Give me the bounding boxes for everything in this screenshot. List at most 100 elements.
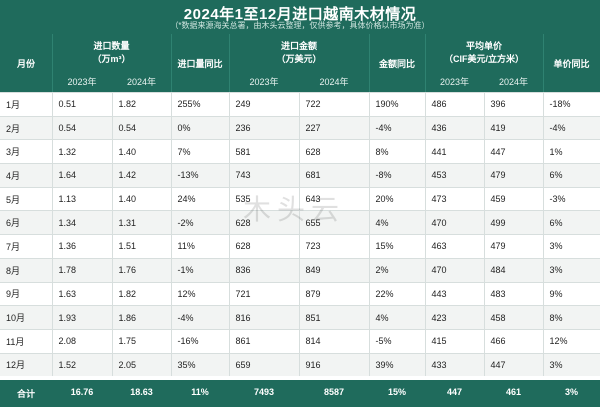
cell-qty-yoy: 35% — [170, 352, 229, 377]
table-row: 12月 1.52 2.05 35% 659 916 39% 433 447 3% — [0, 352, 600, 377]
header-qty-unit: （万m³） — [92, 54, 131, 64]
cell-amt-2024: 814 — [298, 328, 369, 354]
cell-amt-2023: 659 — [228, 352, 299, 377]
cell-price-yoy: 3% — [542, 234, 600, 259]
cell-month: 12月 — [0, 352, 52, 377]
cell-amt-2024: 723 — [298, 234, 369, 259]
cell-qty-yoy: -1% — [170, 257, 229, 282]
cell-price-2023: 415 — [424, 328, 484, 354]
cell-amt-2024: 916 — [298, 352, 369, 377]
total-label: 合计 — [16, 389, 35, 399]
cell-price-2023: 463 — [424, 234, 484, 259]
cell-amt-yoy: -5% — [368, 328, 425, 354]
table-header — [0, 34, 600, 92]
total-qty-2024: 18.63 — [130, 387, 153, 397]
header-qty-2023: 2023年 — [67, 77, 97, 87]
cell-price-2024: 459 — [483, 186, 543, 211]
cell-amt-yoy: 190% — [368, 92, 425, 117]
cell-amt-yoy: 22% — [368, 281, 425, 306]
total-qty-2023: 16.76 — [70, 387, 94, 397]
cell-price-yoy: 12% — [542, 328, 600, 354]
table-row: 2月 0.54 0.54 0% 236 227 -4% 436 419 -4% — [0, 115, 600, 140]
watermark-text: 木头云 — [243, 194, 346, 225]
cell-price-2024: 484 — [483, 257, 543, 282]
cell-amt-2023: 836 — [228, 257, 299, 282]
table-row: 10月 1.93 1.86 -4% 816 851 4% 423 458 8% — [0, 305, 600, 330]
cell-qty-2024: 1.42 — [111, 163, 171, 188]
cell-qty-2023: 1.93 — [51, 305, 112, 330]
cell-price-yoy: -18% — [542, 92, 600, 117]
cell-qty-2024: 2.05 — [111, 352, 171, 377]
cell-qty-2024: 1.75 — [111, 328, 171, 354]
total-qty-yoy: 11% — [191, 387, 209, 397]
cell-amt-2023: 721 — [228, 281, 299, 306]
table-row: 7月 1.36 1.51 11% 628 723 15% 463 479 3% — [0, 234, 600, 259]
cell-price-2024: 396 — [483, 92, 543, 117]
cell-amt-2024: 722 — [298, 92, 369, 117]
cell-price-2024: 419 — [483, 115, 543, 140]
cell-amt-2024: 655 — [298, 210, 369, 235]
cell-qty-yoy: 255% — [170, 92, 229, 117]
cell-qty-yoy: 24% — [170, 186, 229, 211]
header-amt-title: 进口金额 — [280, 41, 317, 51]
total-price-2024: 461 — [505, 387, 522, 397]
cell-amt-yoy: 4% — [368, 305, 425, 330]
cell-qty-yoy: 7% — [170, 139, 229, 164]
cell-qty-2024: 1.76 — [111, 257, 171, 282]
cell-qty-2023: 0.51 — [51, 92, 112, 117]
cell-amt-yoy: 8% — [368, 139, 425, 164]
cell-month: 3月 — [0, 139, 52, 164]
total-price-yoy: 3% — [564, 387, 578, 397]
cell-qty-2023: 1.13 — [51, 186, 112, 211]
cell-qty-yoy: 11% — [170, 234, 229, 259]
cell-price-yoy: -3% — [542, 186, 600, 211]
cell-qty-2024: 1.82 — [111, 281, 171, 306]
cell-qty-yoy: -16% — [170, 328, 229, 354]
cell-price-yoy: 1% — [542, 139, 600, 164]
cell-month: 7月 — [0, 234, 52, 259]
header-price-title: 平均单价 — [465, 41, 502, 51]
cell-price-2023: 453 — [424, 163, 484, 188]
header-month: 月份 — [16, 59, 35, 69]
cell-qty-2023: 1.32 — [51, 139, 112, 164]
cell-amt-yoy: 39% — [368, 352, 425, 377]
cell-amt-2023: 249 — [228, 92, 299, 117]
cell-amt-yoy: -4% — [368, 115, 425, 140]
cell-qty-2024: 1.86 — [111, 305, 171, 330]
cell-qty-2023: 1.78 — [51, 257, 112, 282]
cell-price-yoy: 3% — [542, 352, 600, 377]
data-table: 1月 0.51 1.82 255% 249 722 190% 486 396 -18% 2月 0.54… — [0, 92, 600, 377]
cell-qty-2024: 1.82 — [111, 92, 171, 117]
cell-price-2024: 479 — [483, 163, 543, 188]
header-divider — [369, 34, 370, 92]
header-qty-yoy: 进口量同比 — [177, 59, 223, 69]
cell-price-2024: 458 — [483, 305, 543, 330]
cell-amt-2024: 851 — [298, 305, 369, 330]
header-qty-2024: 2024年 — [126, 77, 157, 87]
cell-price-2023: 443 — [424, 281, 484, 306]
cell-amt-2023: 816 — [228, 305, 299, 330]
cell-amt-yoy: 20% — [368, 186, 425, 211]
header-price-2023: 2023年 — [439, 77, 470, 87]
cell-month: 11月 — [0, 328, 52, 354]
cell-qty-yoy: -2% — [170, 210, 229, 235]
cell-amt-2023: 628 — [228, 210, 299, 235]
total-amt-2023: 7493 — [253, 387, 275, 397]
total-amt-yoy: 15% — [387, 387, 406, 397]
cell-month: 5月 — [0, 186, 52, 211]
table-row: 9月 1.63 1.82 12% 721 879 22% 443 483 9% — [0, 281, 600, 306]
cell-price-2024: 447 — [483, 139, 543, 164]
cell-qty-2023: 1.63 — [51, 281, 112, 306]
cell-month: 8月 — [0, 257, 52, 282]
cell-amt-2024: 849 — [298, 257, 369, 282]
cell-qty-2023: 1.52 — [51, 352, 112, 377]
cell-amt-2024: 879 — [298, 281, 369, 306]
header-divider — [425, 34, 426, 92]
cell-price-yoy: -4% — [542, 115, 600, 140]
cell-qty-2023: 2.08 — [51, 328, 112, 354]
cell-qty-2024: 1.40 — [111, 139, 171, 164]
header-divider — [52, 34, 53, 92]
title-bar — [0, 0, 600, 34]
table-footer-total — [0, 380, 600, 407]
table-row: 8月 1.78 1.76 -1% 836 849 2% 470 484 3% — [0, 257, 600, 282]
